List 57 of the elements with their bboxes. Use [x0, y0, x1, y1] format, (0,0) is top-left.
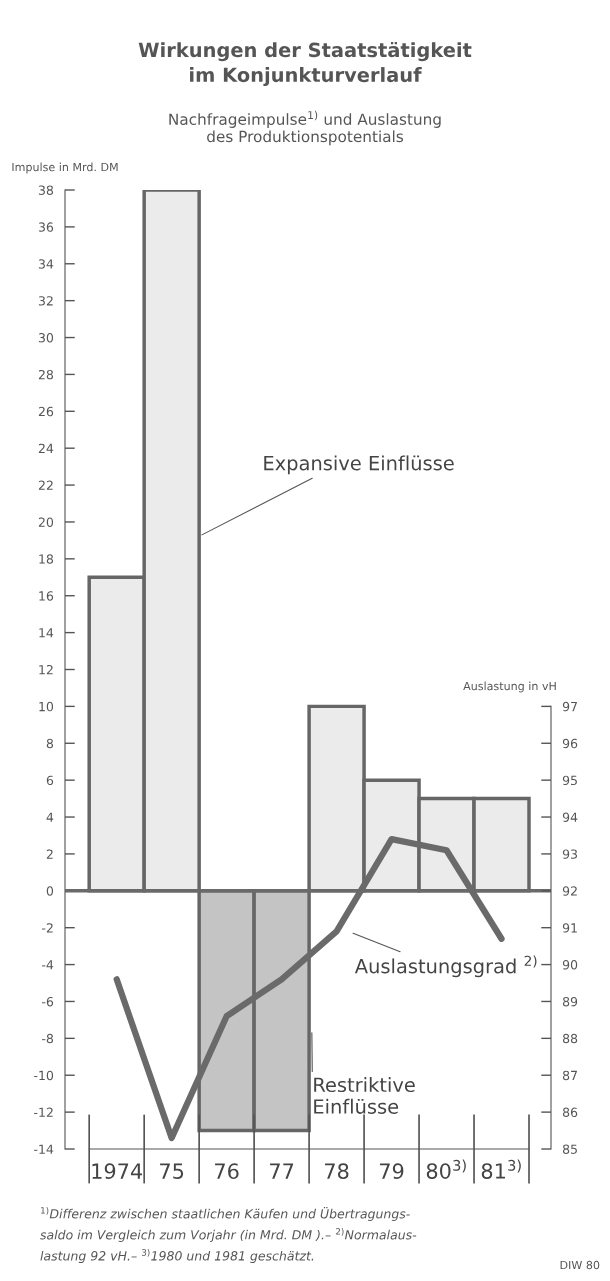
- y2-tick-label: 92: [562, 886, 577, 896]
- y-tick-label: -6: [42, 996, 54, 1007]
- x-tick-label: 77: [270, 1163, 294, 1179]
- y2-tick-label: 85: [562, 1144, 577, 1154]
- y-tick-label: 38: [38, 185, 54, 195]
- y2-tick-label: 95: [562, 775, 577, 786]
- y-tick-label: -8: [42, 1033, 54, 1044]
- y-tick-label: 2: [46, 849, 53, 859]
- y-tick-label: -2: [42, 923, 53, 933]
- y-tick-label: 6: [46, 775, 54, 786]
- y2-tick-label: 94: [562, 812, 578, 822]
- x-tick-label: 76: [215, 1163, 239, 1180]
- y-tick-label: 8: [46, 738, 54, 749]
- y2-tick-label: 96: [562, 738, 578, 749]
- y-tick-label: -14: [34, 1144, 54, 1154]
- x-tick-label: 79: [380, 1163, 404, 1180]
- y-tick-label: 0: [46, 886, 54, 896]
- y-tick-label: 36: [38, 222, 54, 232]
- y2-axis-title: Auslastung in vH: [463, 681, 556, 693]
- y-tick-label: 18: [39, 554, 54, 564]
- y-tick-label: 14: [39, 628, 54, 638]
- y-tick-label: 20: [38, 517, 54, 527]
- x-tick-label: 75: [160, 1163, 184, 1180]
- x-tick-label: 81$^{3)}$: [481, 1159, 521, 1179]
- text: DIW 80: [560, 1260, 600, 1270]
- y-axis-title: Impulse in Mrd. DM: [12, 162, 118, 174]
- x-tick-label: 1974: [92, 1163, 143, 1180]
- y2-tick-label: 88: [562, 1033, 578, 1044]
- y-tick-label: 4: [46, 812, 54, 822]
- x-tick-label: 80$^{3)}$: [426, 1159, 466, 1179]
- y-tick-label: 24: [38, 443, 54, 453]
- chart-title: Wirkungen der Staatstätigkeit im Konjunkturverlauf: [138, 41, 472, 87]
- y2-tick-label: 87: [562, 1070, 577, 1081]
- y2-tick-label: 90: [562, 960, 578, 970]
- y-tick-label: -4: [42, 960, 54, 970]
- series-label: Auslastungsgrad $^{2)}$: [354, 955, 537, 978]
- y-tick-label: 22: [38, 480, 53, 490]
- chart-subtitle: Nachfrageimpulse$^{1)}$ und Auslastung des Produktionspotentials: [169, 110, 441, 146]
- y-tick-label: 16: [39, 591, 54, 601]
- y-tick-label: 12: [39, 664, 53, 675]
- y-tick-label: -10: [34, 1070, 54, 1081]
- y-tick-label: 34: [38, 259, 54, 269]
- y2-tick-label: 86: [562, 1107, 578, 1118]
- y-tick-label: -12: [34, 1107, 53, 1117]
- y-tick-label: 28: [38, 369, 54, 380]
- text: $^{1)}$Differenz zwischen staatlichen Käufen und Übertragungs- saldo im Vergleich zum Vorjahr (in Mrd. DM ).– $^{2)}$Normalaus- lastung 92 vH.– $^{3)}$1980 und 1981 geschätzt.: [40, 1206, 417, 1263]
- y-tick-label: 26: [38, 406, 54, 417]
- y2-tick-label: 97: [562, 701, 577, 712]
- y-tick-label: 10: [39, 701, 54, 712]
- y-tick-label: 32: [38, 296, 53, 306]
- y2-tick-label: 89: [562, 996, 578, 1007]
- y2-tick-label: 93: [562, 849, 578, 859]
- text: Expansive Einflüsse: [264, 455, 454, 475]
- series-label: Restriktive Einflüsse: [314, 1077, 415, 1114]
- y-tick-label: 30: [38, 333, 54, 343]
- y2-tick-label: 91: [562, 923, 577, 933]
- x-tick-label: 78: [325, 1163, 349, 1180]
